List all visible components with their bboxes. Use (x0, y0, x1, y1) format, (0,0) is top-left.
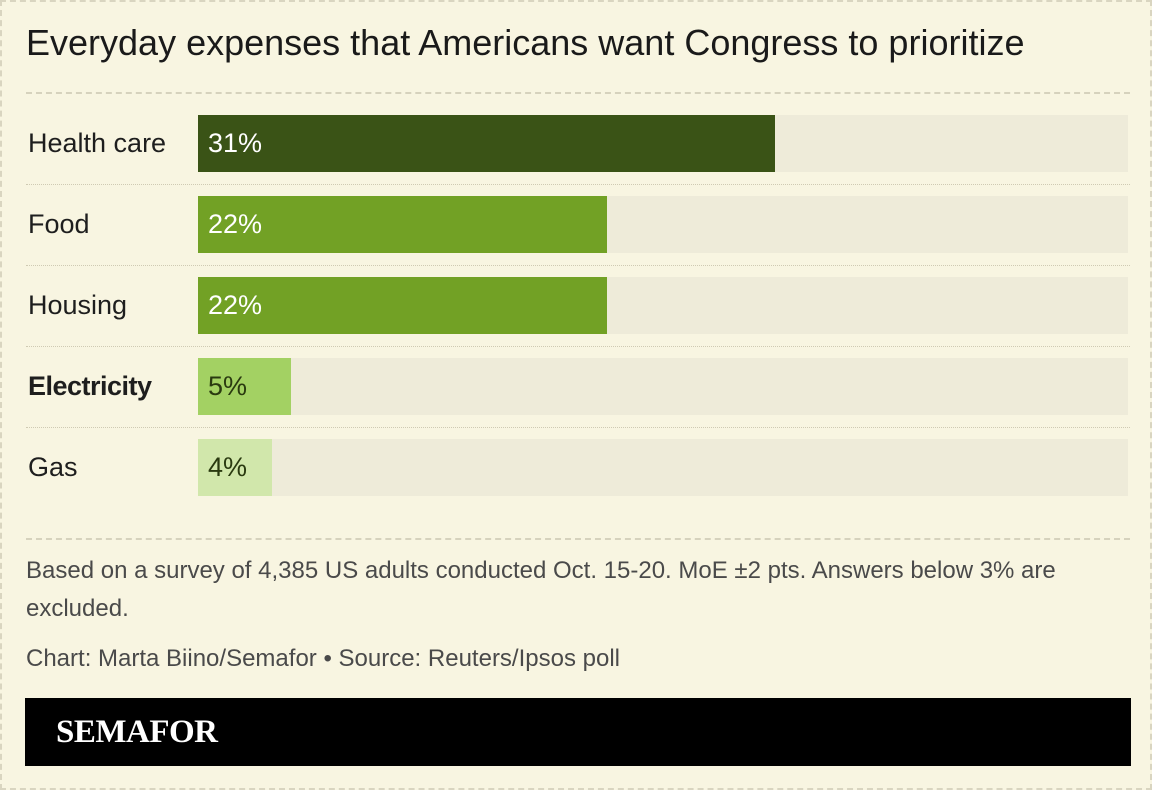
value-label-health-care: 31% (208, 128, 263, 158)
row-separator (26, 427, 1130, 428)
value-label-electricity: 5% (208, 371, 248, 401)
notes-divider (26, 538, 1130, 540)
title-divider (26, 92, 1130, 94)
bar-food (198, 196, 608, 253)
bar-track-gas: 4% (198, 439, 1128, 496)
value-label-gas: 4% (208, 452, 248, 482)
category-label-gas: Gas (28, 452, 78, 482)
bar-gas (198, 439, 273, 496)
chart-title: Everyday expenses that Americans want Co… (26, 22, 1025, 63)
bar-track-electricity: 5% (198, 358, 1128, 415)
bar-health-care (198, 115, 775, 172)
row-separator (26, 265, 1130, 266)
semafor-logo: SEMAFOR (56, 714, 218, 750)
category-label-electricity: Electricity (28, 371, 152, 401)
bar-track-food: 22% (198, 196, 1128, 253)
brand-footer: SEMAFOR (25, 698, 1131, 766)
chart-credit: Chart: Marta Biino/Semafor • Source: Reu… (26, 645, 620, 672)
bar-electricity (198, 358, 291, 415)
bar-track-health-care: 31% (198, 115, 1128, 172)
category-label-food: Food (28, 209, 90, 239)
value-label-housing: 22% (208, 290, 263, 320)
category-label-housing: Housing (28, 290, 128, 320)
row-separator (26, 184, 1130, 185)
bar-track-housing: 22% (198, 277, 1128, 334)
row-separator (26, 346, 1130, 347)
category-label-health-care: Health care (28, 128, 167, 158)
survey-note: Based on a survey of 4,385 US adults con… (26, 557, 1056, 622)
value-label-food: 22% (208, 209, 263, 239)
bar-housing (198, 277, 608, 334)
